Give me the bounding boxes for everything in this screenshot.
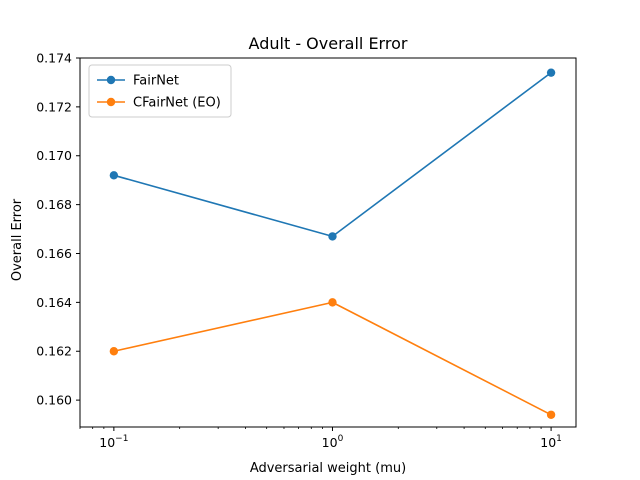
data-point	[109, 171, 119, 180]
x-axis-label: Adversarial weight (mu)	[250, 461, 406, 476]
x-tick-label: 10−1	[99, 434, 128, 450]
axes-frame	[79, 57, 577, 428]
legend-marker	[106, 97, 116, 107]
data-point	[328, 298, 337, 307]
legend-label: CFairNet (EO)	[133, 96, 221, 111]
legend: FairNet CFairNet (EO)	[88, 64, 232, 118]
y-tick-label: 0.174	[36, 51, 72, 66]
data-point	[328, 232, 337, 241]
y-tick-label: 0.160	[36, 393, 72, 408]
y-tick-label: 0.166	[36, 246, 72, 261]
y-tick-label: 0.164	[36, 295, 72, 310]
x-tick-label: 101	[540, 434, 562, 450]
data-point	[546, 68, 556, 77]
data-point	[546, 410, 556, 419]
legend-box	[88, 64, 232, 118]
y-tick-label: 0.168	[36, 197, 72, 212]
y-axis-label: Overall Error	[10, 198, 25, 281]
chart-title: Adult - Overall Error	[249, 34, 408, 53]
legend-marker	[106, 75, 116, 85]
y-tick-label: 0.162	[36, 344, 72, 359]
legend-label: FairNet	[133, 74, 179, 89]
plot-area: 0.160 0.162 0.164 0.166 0.168 0.170 0.172 0.174…	[36, 51, 577, 450]
data-point	[109, 347, 119, 356]
y-tick-label: 0.170	[36, 148, 72, 163]
x-tick-label: 100	[322, 434, 344, 450]
y-tick-label: 0.172	[36, 99, 72, 114]
